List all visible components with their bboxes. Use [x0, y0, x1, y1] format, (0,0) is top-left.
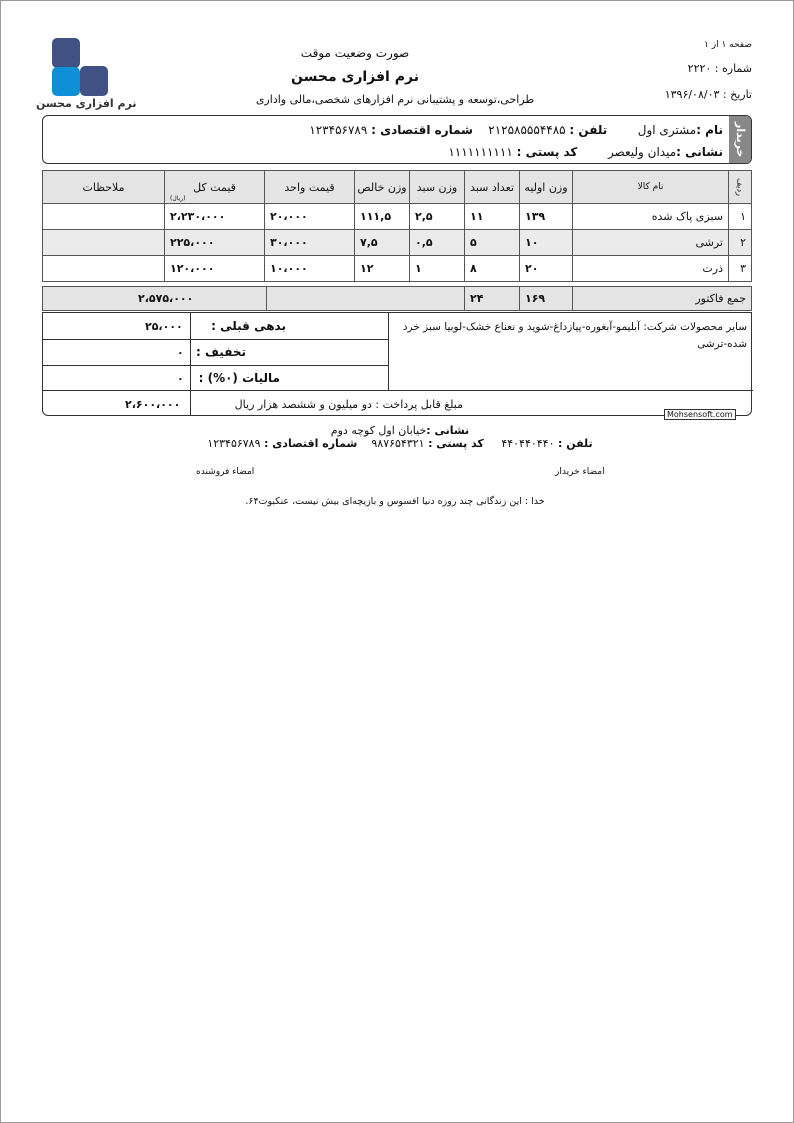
invoice-total-value: ۲،۵۷۵،۰۰۰	[42, 286, 267, 311]
buyer-box: خریدار نام :مشتری اول تلفن : ۲۱۲۵۸۵۵۵۴۴۸…	[42, 115, 752, 164]
payable-label: مبلغ قابل پرداخت : دو میلیون و ششصد هزار…	[234, 398, 463, 411]
company-tagline: طراحی،توسعه و پشتیبانی نرم افزارهای شخصی…	[255, 93, 535, 106]
logo-text: نرم افزاری محسن	[36, 97, 137, 110]
header-net-weight: وزن خالص	[354, 170, 410, 204]
currency-note: (ریال)	[170, 195, 186, 202]
totals-table: جمع فاکتور ۱۶۹ ۲۴ ۲،۵۷۵،۰۰۰	[42, 286, 752, 311]
seller-address: نشانی :خیابان اول کوچه دوم	[330, 424, 470, 437]
website-watermark: Mohsensoft.com	[664, 409, 736, 420]
discount-label: تخفیف :	[196, 345, 246, 359]
header-basket-weight: وزن سبد	[409, 170, 465, 204]
buyer-line-2: نشانی :میدان ولیعصر کد پستی : ۱۱۱۱۱۱۱۱۱۱	[448, 145, 723, 159]
buyer-label: خریدار	[729, 116, 751, 163]
footer-quote: خدا : این زندگانی چند روزه دنیا افسوس و …	[245, 496, 545, 507]
header-basket-count: تعداد سبد	[464, 170, 520, 204]
page-number: صفحه ۱ از ۱	[704, 40, 752, 50]
tax-value: ۰	[177, 372, 184, 385]
invoice-number: شماره : ۲۲۲۰	[687, 62, 752, 75]
table-row: ۳ ذرت ۲۰ ۸ ۱ ۱۲ ۱۰،۰۰۰ ۱۲۰،۰۰۰	[42, 255, 752, 282]
header-row-index: ردیف	[728, 170, 752, 204]
total-initial-weight: ۱۶۹	[519, 286, 573, 311]
header-item-name: نام کالا	[572, 170, 729, 204]
total-baskets: ۲۴	[464, 286, 520, 311]
buyer-line-1: نام :مشتری اول تلفن : ۲۱۲۵۸۵۵۵۴۴۸۵ شماره…	[309, 123, 723, 137]
seller-contact: تلفن : ۴۴۰۴۴۰۴۴۰ کد پستی : ۹۸۷۶۵۴۳۲۱ شما…	[207, 437, 593, 450]
invoice-total-row: جمع فاکتور ۱۶۹ ۲۴ ۲،۵۷۵،۰۰۰	[42, 286, 752, 311]
table-row: ۱ سبزی پاک شده ۱۳۹ ۱۱ ۲,۵ ۱۱۱,۵ ۲۰،۰۰۰ ۲،۲۳۰،۰۰…	[42, 203, 752, 230]
invoice-date: تاریخ : ۱۳۹۶/۰۸/۰۳	[664, 88, 752, 101]
buyer-signature-label: امضاء خریدار	[555, 467, 605, 477]
table-header: ردیف نام کالا وزن اولیه تعداد سبد وزن سب…	[42, 170, 752, 204]
deductions-panel: بدهی قبلی : ۲۵،۰۰۰ تخفیف : ۰ مالیات (۰%)…	[43, 313, 753, 416]
header-unit-price: قیمت واحد	[264, 170, 355, 204]
tax-label: مالیات (۰%) :	[198, 371, 280, 385]
header-total-price: قیمت کل (ریال)	[164, 170, 265, 204]
company-name: نرم افزاری محسن	[291, 69, 419, 85]
payable-value: ۲،۶۰۰،۰۰۰	[125, 398, 181, 411]
notes-text: سایر محصولات شرکت: آبلیمو-آبغوره-پیازداغ…	[402, 321, 747, 350]
document-type: صورت وضعیت موقت	[300, 46, 410, 60]
items-table: ردیف نام کالا وزن اولیه تعداد سبد وزن سب…	[42, 170, 752, 282]
header-notes: ملاحظات	[42, 170, 165, 204]
prev-debt-value: ۲۵،۰۰۰	[145, 320, 183, 333]
seller-signature-label: امضاء فروشنده	[196, 467, 255, 477]
discount-value: ۰	[177, 346, 184, 359]
summary-box: سایر محصولات شرکت: آبلیمو-آبغوره-پیازداغ…	[42, 312, 753, 420]
invoice-total-label: جمع فاکتور	[572, 286, 752, 311]
prev-debt-label: بدهی قبلی :	[211, 319, 286, 333]
table-row: ۲ ترشی ۱۰ ۵ ۰,۵ ۷,۵ ۳۰،۰۰۰ ۲۲۵،۰۰۰	[42, 229, 752, 256]
header-initial-weight: وزن اولیه	[519, 170, 573, 204]
